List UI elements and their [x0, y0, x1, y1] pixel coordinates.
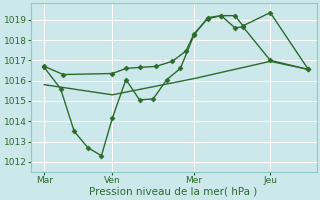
- X-axis label: Pression niveau de la mer( hPa ): Pression niveau de la mer( hPa ): [90, 187, 258, 197]
